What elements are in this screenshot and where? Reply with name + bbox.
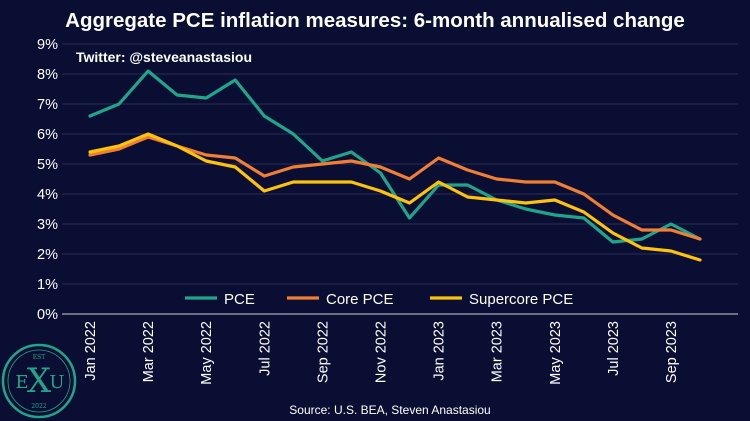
x-axis-ticks: Jan 2022 Mar 2022 May 2022 Jul 2022 Sep 2022… xyxy=(83,321,680,385)
logo-letter-e: E xyxy=(15,372,28,393)
series-lines xyxy=(88,69,702,262)
y-tick-label: 5% xyxy=(37,157,58,173)
x-tick-label: Jul 2023 xyxy=(606,321,622,376)
legend-label-supercore-pce: Supercore PCE xyxy=(469,291,573,308)
twitter-watermark: Twitter: @steveanastasiou xyxy=(76,49,252,65)
logo-letter-u: U xyxy=(49,372,64,393)
series-line-core-pce xyxy=(88,135,702,241)
gridlines xyxy=(62,43,738,315)
y-axis-ticks: 0% 1% 2% 3% 4% 5% 6% 7% 8% 9% xyxy=(37,37,58,323)
y-tick-label: 3% xyxy=(37,217,58,233)
legend-label-core-pce: Core PCE xyxy=(326,291,394,308)
x-tick-label: May 2022 xyxy=(199,321,215,385)
legend-label-pce: PCE xyxy=(224,291,255,308)
y-tick-label: 8% xyxy=(37,67,58,83)
y-tick-label: 2% xyxy=(37,247,58,263)
y-tick-label: 4% xyxy=(37,187,58,203)
logo-letter-x: X xyxy=(27,361,52,401)
series-line-pce xyxy=(88,69,702,244)
y-tick-label: 1% xyxy=(37,277,58,293)
x-tick-label: Sep 2022 xyxy=(315,321,331,383)
source-note: Source: U.S. BEA, Steven Anastasiou xyxy=(289,403,490,417)
exu-logo: EST E X U 2022 xyxy=(1,343,77,419)
logo-year: 2022 xyxy=(31,403,46,410)
x-tick-label: Nov 2022 xyxy=(373,321,389,383)
series-line-supercore-pce xyxy=(88,132,702,262)
x-tick-label: Jan 2022 xyxy=(83,321,99,381)
x-tick-label: May 2023 xyxy=(548,321,564,385)
x-tick-label: Sep 2023 xyxy=(664,321,680,383)
x-tick-label: Mar 2023 xyxy=(490,321,506,382)
y-tick-label: 7% xyxy=(37,97,58,113)
y-tick-label: 9% xyxy=(37,37,58,53)
legend: PCE Core PCE Supercore PCE xyxy=(185,291,573,308)
logo-inner-ring xyxy=(7,349,71,413)
y-tick-label: 6% xyxy=(37,127,58,143)
logo-ring xyxy=(1,343,77,419)
chart-title: Aggregate PCE inflation measures: 6-mont… xyxy=(65,9,685,32)
y-tick-label: 0% xyxy=(37,307,58,323)
x-tick-label: Jul 2022 xyxy=(257,321,273,376)
x-tick-label: Jan 2023 xyxy=(432,321,448,381)
x-tick-label: Mar 2022 xyxy=(141,321,157,382)
logo-est: EST xyxy=(33,354,46,361)
